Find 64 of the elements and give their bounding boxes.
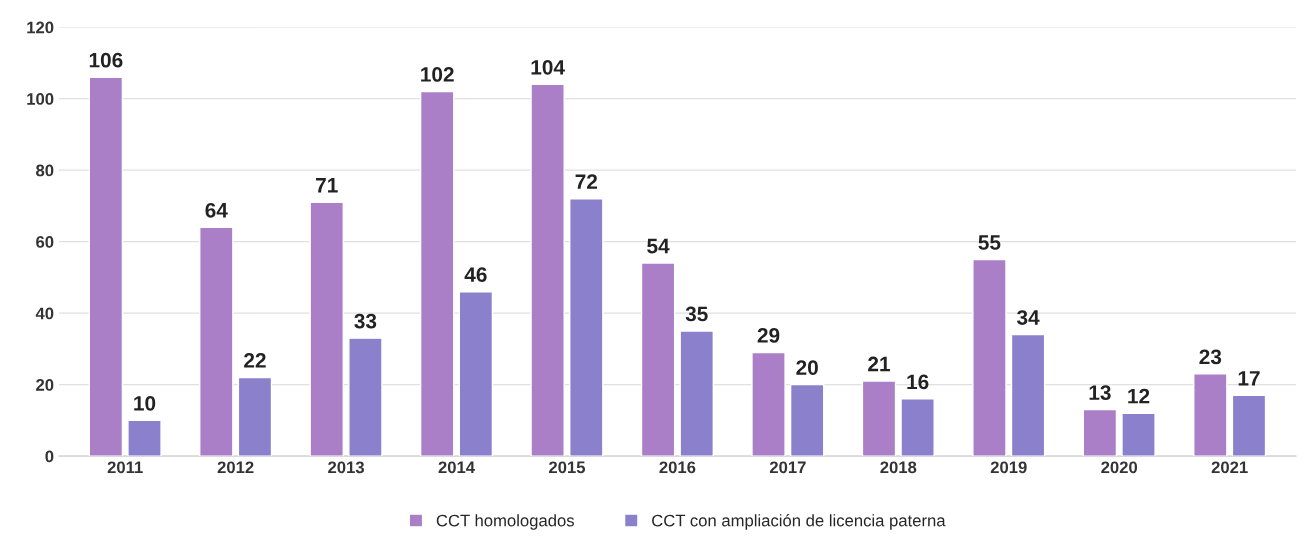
x-tick-label: 2014 bbox=[438, 461, 475, 474]
legend-label: CCT homologados bbox=[436, 514, 574, 530]
y-tick-label: 120 bbox=[27, 21, 54, 34]
legend-label: CCT con ampliación de licencia paterna bbox=[652, 514, 946, 530]
data-label: 55 bbox=[978, 235, 1001, 250]
x-tick-label: 2015 bbox=[549, 461, 586, 474]
data-label: 71 bbox=[316, 178, 338, 193]
x-tick-label: 2012 bbox=[217, 461, 254, 474]
bar bbox=[751, 351, 786, 457]
data-label: 64 bbox=[205, 202, 228, 218]
bar bbox=[458, 290, 494, 457]
x-tick-label: 2020 bbox=[1101, 461, 1138, 474]
bar bbox=[972, 258, 1007, 457]
x-tick-label: 2017 bbox=[769, 461, 806, 474]
data-label: 12 bbox=[1128, 388, 1150, 404]
bar bbox=[640, 262, 676, 457]
x-tick-label: 2018 bbox=[880, 461, 917, 474]
data-label: 54 bbox=[647, 238, 670, 254]
bar bbox=[569, 198, 604, 457]
data-label: 22 bbox=[244, 353, 266, 368]
bar bbox=[1121, 412, 1156, 457]
data-label: 72 bbox=[575, 174, 598, 189]
data-label: 21 bbox=[868, 356, 890, 372]
y-tick-label: 100 bbox=[27, 93, 54, 105]
x-tick-label: 2011 bbox=[107, 461, 143, 474]
bar bbox=[1082, 408, 1118, 457]
data-label: 102 bbox=[421, 67, 454, 82]
data-label: 46 bbox=[464, 267, 487, 283]
data-label: 23 bbox=[1199, 349, 1222, 365]
data-label: 106 bbox=[89, 52, 123, 68]
y-tick-label: 20 bbox=[36, 379, 54, 391]
y-tick-label: 60 bbox=[36, 236, 54, 248]
bar bbox=[127, 419, 162, 457]
data-label: 17 bbox=[1238, 371, 1260, 386]
y-tick-label: 80 bbox=[36, 164, 54, 177]
data-label: 33 bbox=[354, 313, 377, 329]
bar bbox=[348, 337, 383, 457]
data-label: 10 bbox=[134, 395, 156, 411]
bar bbox=[88, 76, 124, 457]
data-label: 13 bbox=[1089, 385, 1111, 400]
x-tick-label: 2019 bbox=[990, 461, 1027, 474]
data-label: 29 bbox=[757, 328, 780, 343]
bar bbox=[419, 90, 455, 457]
data-label: 104 bbox=[531, 59, 565, 75]
bar bbox=[530, 83, 565, 457]
bar bbox=[679, 330, 714, 457]
bar bbox=[199, 226, 234, 457]
bar bbox=[1193, 373, 1228, 457]
y-tick-label: 0 bbox=[45, 450, 54, 463]
bar bbox=[1010, 333, 1046, 457]
bar bbox=[309, 201, 345, 457]
bar bbox=[861, 380, 897, 457]
bar bbox=[900, 398, 935, 457]
y-tick-label: 40 bbox=[35, 307, 54, 320]
data-label: 16 bbox=[907, 374, 929, 390]
data-label: 34 bbox=[1016, 310, 1040, 325]
bar bbox=[1231, 394, 1267, 457]
data-label: 35 bbox=[685, 306, 708, 322]
bar bbox=[789, 383, 825, 457]
x-tick-label: 2021 bbox=[1211, 461, 1248, 474]
data-label: 20 bbox=[796, 360, 818, 375]
x-tick-label: 2013 bbox=[328, 461, 364, 474]
bar bbox=[237, 376, 273, 457]
x-tick-label: 2016 bbox=[659, 461, 696, 474]
